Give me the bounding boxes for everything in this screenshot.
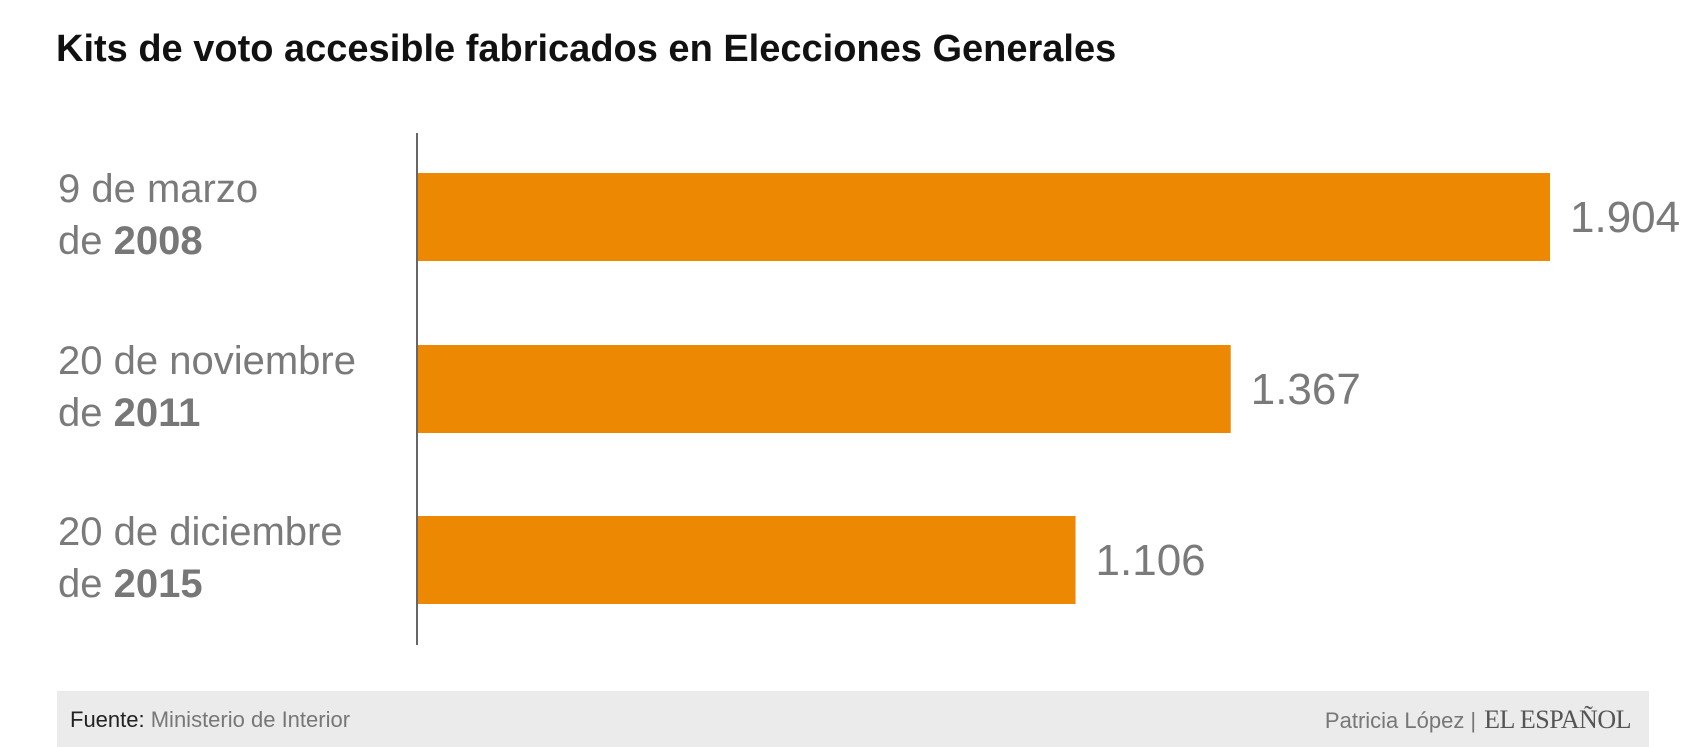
source-credit: Fuente: Ministerio de Interior <box>70 707 350 733</box>
bar-2 <box>418 516 1076 604</box>
chart-title: Kits de voto accesible fabricados en Ele… <box>56 28 1117 70</box>
footer: Fuente: Ministerio de Interior Patricia … <box>57 691 1649 747</box>
category-label-1: 20 de noviembre de 2011 <box>58 335 356 439</box>
source-label: Fuente: <box>70 707 145 732</box>
category-label-line2: de 2008 <box>58 215 258 267</box>
value-labels-group: 1.904 1.367 1.106 <box>1096 193 1681 585</box>
author-credit: Patricia López | EL ESPAÑOL <box>1324 705 1632 735</box>
value-label-1: 1.367 <box>1251 365 1361 414</box>
category-label-line2: de 2015 <box>58 558 343 610</box>
category-label-line1: 9 de marzo <box>58 167 259 211</box>
category-label-0: 9 de marzo de 2008 <box>58 163 258 267</box>
author-name: Patricia López <box>1324 708 1465 733</box>
category-label-year: 2015 <box>113 562 203 606</box>
category-label-year: 2011 <box>113 391 201 435</box>
source-value: Ministerio de Interior <box>150 707 351 732</box>
category-label-line1: 20 de diciembre <box>58 510 343 554</box>
el-espanol-logo[interactable]: EL ESPAÑOL <box>1484 705 1631 734</box>
category-label-year: 2008 <box>113 219 203 263</box>
bar-0 <box>418 173 1550 261</box>
category-label-line2: de 2011 <box>58 387 356 439</box>
bar-chart: 1.904 1.367 1.106 <box>416 133 1681 645</box>
credit-separator: | <box>1470 708 1477 733</box>
bars-group <box>418 173 1550 604</box>
bar-1 <box>418 345 1231 433</box>
value-label-0: 1.904 <box>1570 193 1680 242</box>
category-label-prefix: de <box>58 562 114 606</box>
category-label-prefix: de <box>58 391 114 435</box>
category-label-prefix: de <box>58 219 114 263</box>
category-label-line1: 20 de noviembre <box>58 339 356 383</box>
category-label-2: 20 de diciembre de 2015 <box>58 506 343 610</box>
value-label-2: 1.106 <box>1096 536 1206 585</box>
